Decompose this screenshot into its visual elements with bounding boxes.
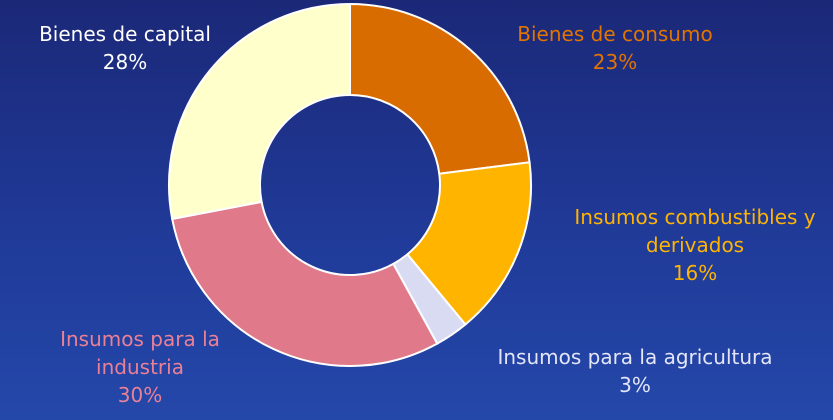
slice <box>171 200 439 367</box>
value-label: 30% <box>117 383 163 407</box>
slice <box>405 161 532 326</box>
category-name: Insumos para la agricultura <box>497 345 773 369</box>
slice <box>349 2 531 175</box>
category-name: Bienes de capital <box>39 22 211 46</box>
slice <box>168 2 351 221</box>
slice-label: Insumos para la industria 30% <box>35 325 245 409</box>
value-label: 28% <box>102 50 148 74</box>
slice-label: Bienes de consumo 23% <box>475 20 755 76</box>
category-name: Bienes de consumo <box>517 22 713 46</box>
slice-label: Bienes de capital 28% <box>5 20 245 76</box>
slice-label: Insumos para la agricultura 3% <box>465 343 805 399</box>
value-label: 23% <box>592 50 638 74</box>
value-label: 16% <box>672 261 718 285</box>
value-label: 3% <box>619 373 651 397</box>
slice-label: Insumos combustibles y derivados 16% <box>550 203 833 287</box>
category-name: Insumos combustibles y derivados <box>574 205 816 257</box>
category-name: Insumos para la industria <box>60 327 220 379</box>
